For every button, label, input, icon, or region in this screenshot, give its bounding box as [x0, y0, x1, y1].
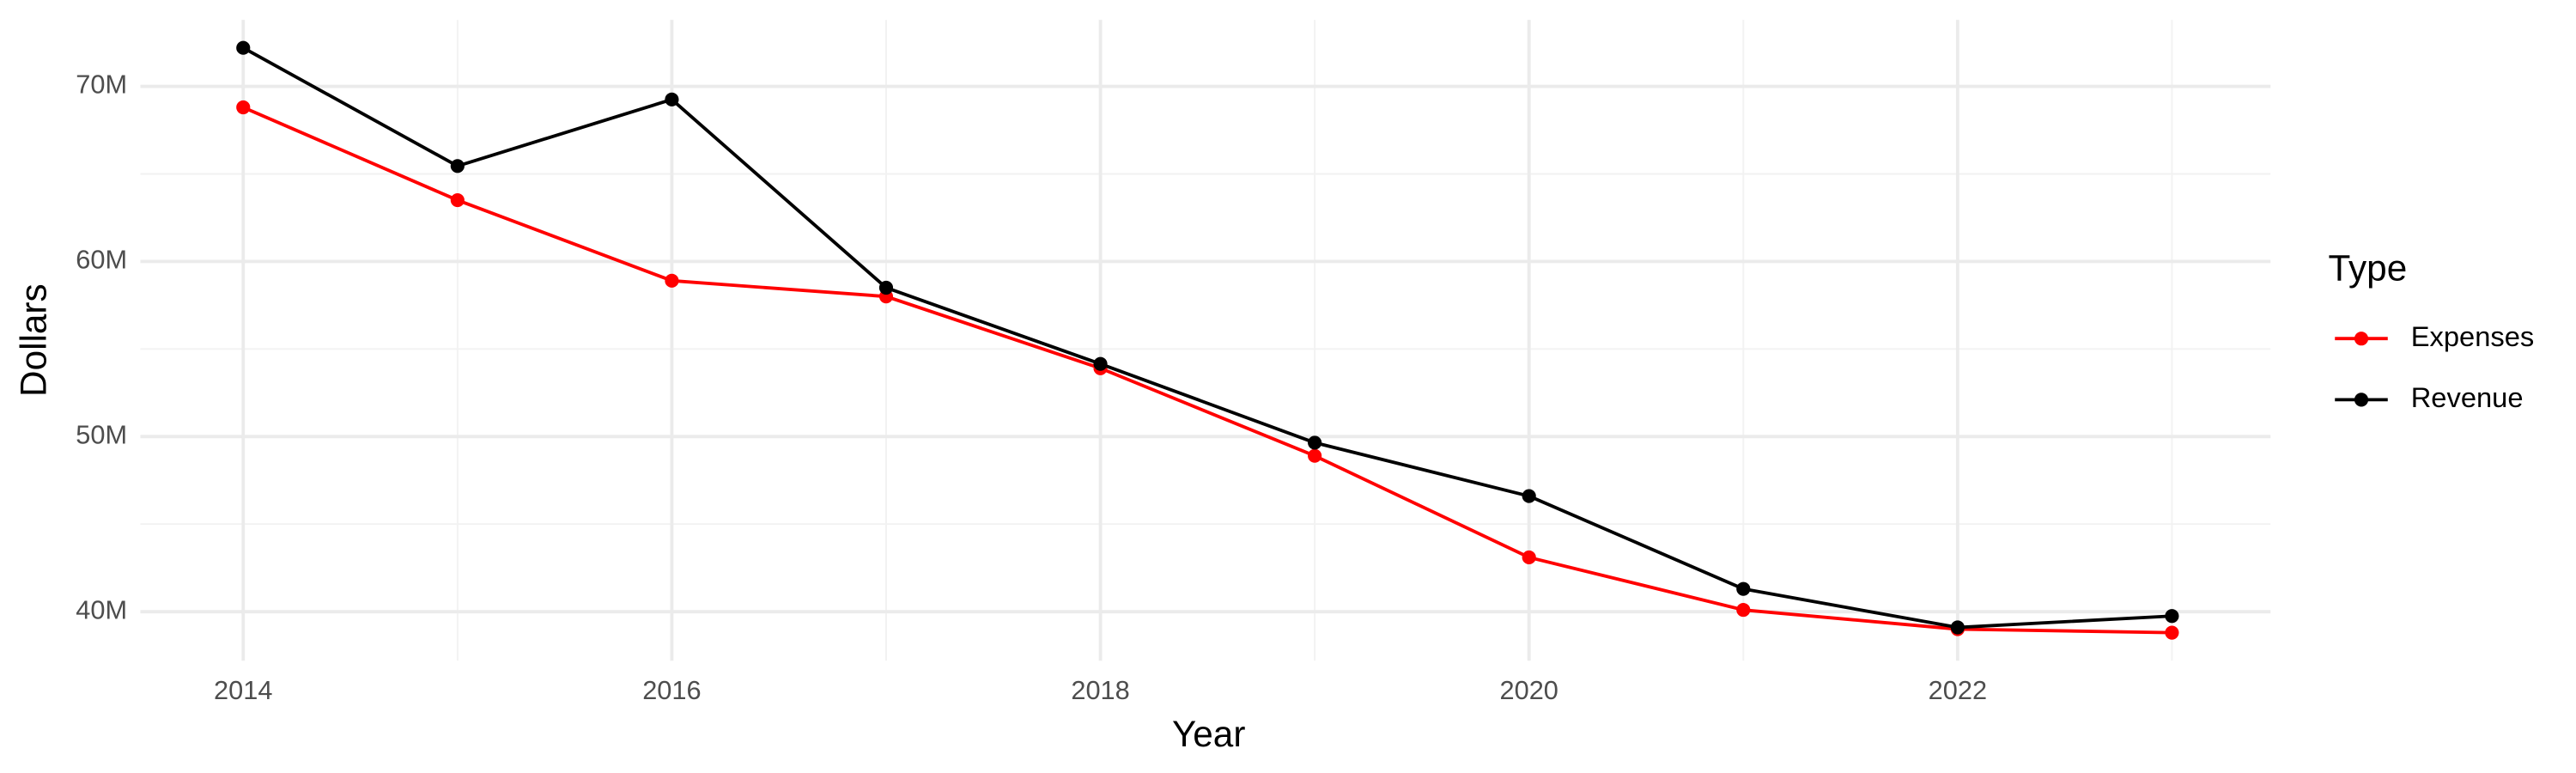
legend-key-point [2354, 393, 2369, 407]
data-point [2165, 625, 2179, 640]
data-point [1522, 489, 1536, 503]
data-point [665, 92, 679, 107]
data-point [1093, 356, 1108, 371]
grid [140, 20, 2271, 661]
legend-label: Revenue [2411, 381, 2524, 413]
series-line [242, 46, 2172, 630]
y-tick-label: 50M [76, 419, 127, 449]
data-point [665, 273, 679, 288]
x-tick-label: 2020 [1499, 675, 1558, 705]
data-point [236, 100, 251, 115]
legend-label: Expenses [2411, 320, 2535, 352]
data-point [1308, 435, 1322, 450]
x-tick-label: 2018 [1071, 675, 1129, 705]
data-point [450, 192, 465, 208]
data-point [1736, 603, 1751, 618]
data-point [1522, 550, 1536, 565]
y-tick-label: 40M [76, 594, 127, 624]
data-point [236, 40, 251, 55]
data-point [2165, 609, 2179, 624]
series-line [242, 106, 2172, 635]
y-tick-label: 70M [76, 70, 127, 100]
x-tick-label: 2022 [1929, 675, 1987, 705]
legend-title: Type [2329, 248, 2408, 289]
x-tick-label: 2014 [214, 675, 272, 705]
marks [236, 40, 2179, 640]
y-axis-title: Dollars [13, 283, 53, 397]
data-point [450, 159, 465, 173]
y-tick-label: 60M [76, 245, 127, 275]
data-point [1308, 448, 1322, 463]
legend-key-point [2354, 332, 2369, 346]
data-point [878, 280, 894, 295]
x-tick-label: 2016 [642, 675, 701, 705]
data-point [1950, 620, 1965, 635]
data-point [1736, 581, 1751, 596]
x-axis-title: Year [1172, 714, 1245, 754]
